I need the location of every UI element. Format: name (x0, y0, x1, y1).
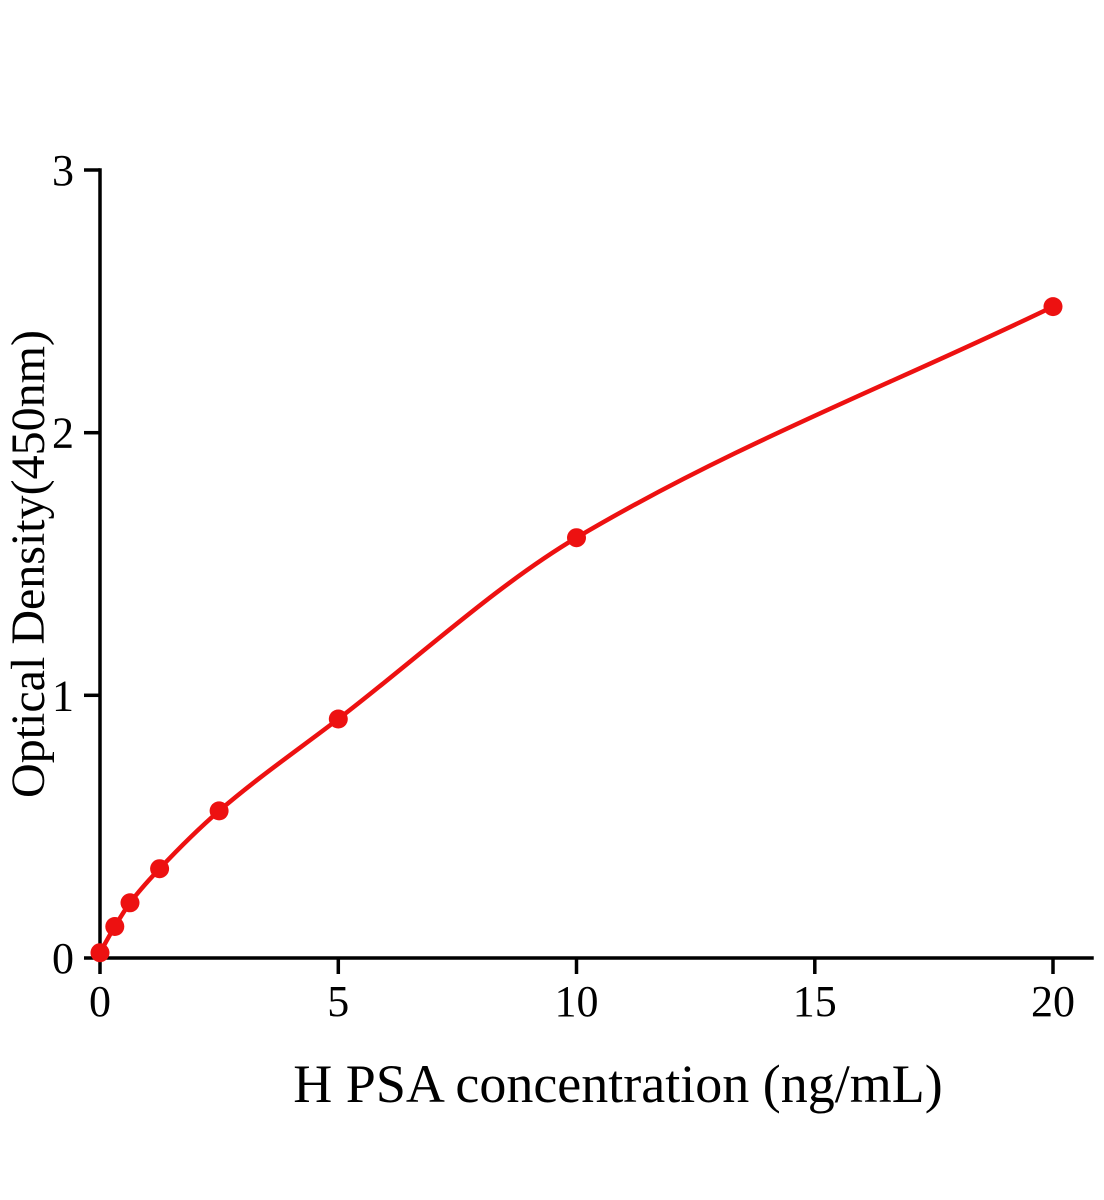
y-tick-label: 0 (52, 934, 74, 983)
data-point (90, 943, 110, 963)
x-tick-label: 10 (555, 977, 599, 1026)
data-point (328, 709, 348, 729)
x-axis-label: H PSA concentration (ng/mL) (293, 1054, 942, 1114)
data-point (209, 801, 229, 821)
data-point (150, 859, 170, 879)
x-tick-label: 0 (89, 977, 111, 1026)
x-tick-label: 5 (327, 977, 349, 1026)
fit-curve (97, 304, 1056, 955)
y-tick-label: 3 (52, 146, 74, 195)
y-tick-label: 1 (52, 671, 74, 720)
y-tick-label: 2 (52, 409, 74, 458)
data-point (105, 917, 125, 936)
axis-spines (98, 168, 1094, 960)
data-point (120, 893, 140, 913)
x-tick-label: 15 (793, 977, 837, 1026)
y-axis-label: Optical Density(450nm) (2, 330, 55, 798)
data-point (567, 528, 586, 548)
x-tick-label: 20 (1031, 977, 1075, 1026)
data-point (1043, 297, 1063, 317)
plot-area: 0 1 2 3 0 5 10 15 20 (52, 146, 1094, 1026)
